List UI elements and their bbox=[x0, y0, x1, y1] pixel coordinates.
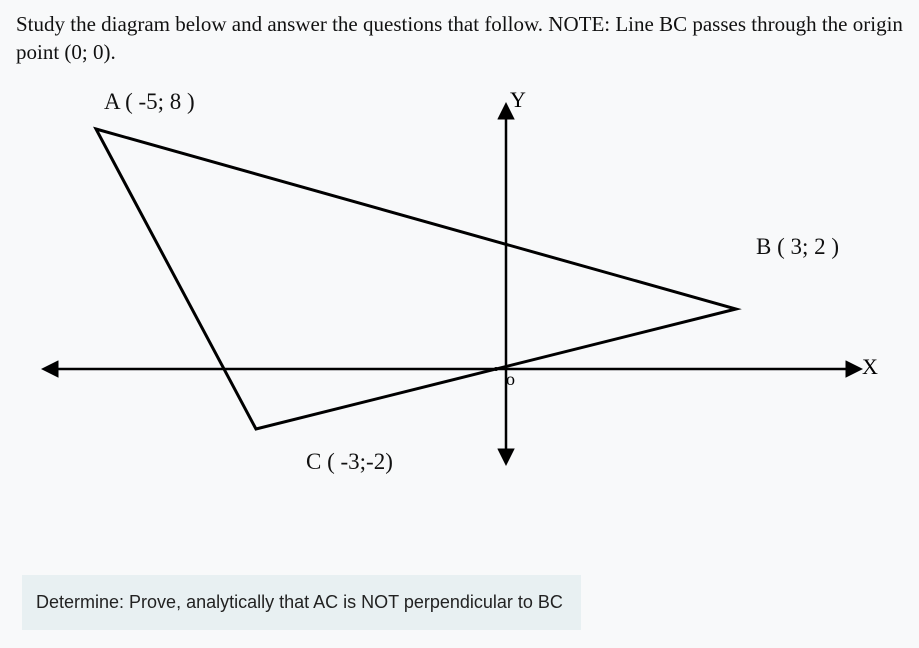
question-text: Prove, analytically that AC is NOT perpe… bbox=[129, 592, 563, 612]
geometry-diagram: A ( -5; 8 ) B ( 3; 2 ) C ( -3;-2) Y X o bbox=[26, 79, 886, 509]
label-x-axis: X bbox=[862, 354, 878, 380]
label-origin: o bbox=[506, 369, 515, 390]
label-point-c: C ( -3;-2) bbox=[306, 449, 393, 475]
question-box: Determine: Prove, analytically that AC i… bbox=[22, 575, 581, 630]
label-point-a: A ( -5; 8 ) bbox=[104, 89, 195, 115]
diagram-svg bbox=[26, 79, 886, 509]
label-y-axis: Y bbox=[510, 87, 526, 113]
triangle-abc bbox=[96, 129, 736, 429]
instruction-text: Study the diagram below and answer the q… bbox=[16, 10, 903, 67]
origin-point bbox=[494, 367, 498, 371]
label-point-b: B ( 3; 2 ) bbox=[756, 234, 839, 260]
question-prefix: Determine: bbox=[36, 592, 124, 612]
